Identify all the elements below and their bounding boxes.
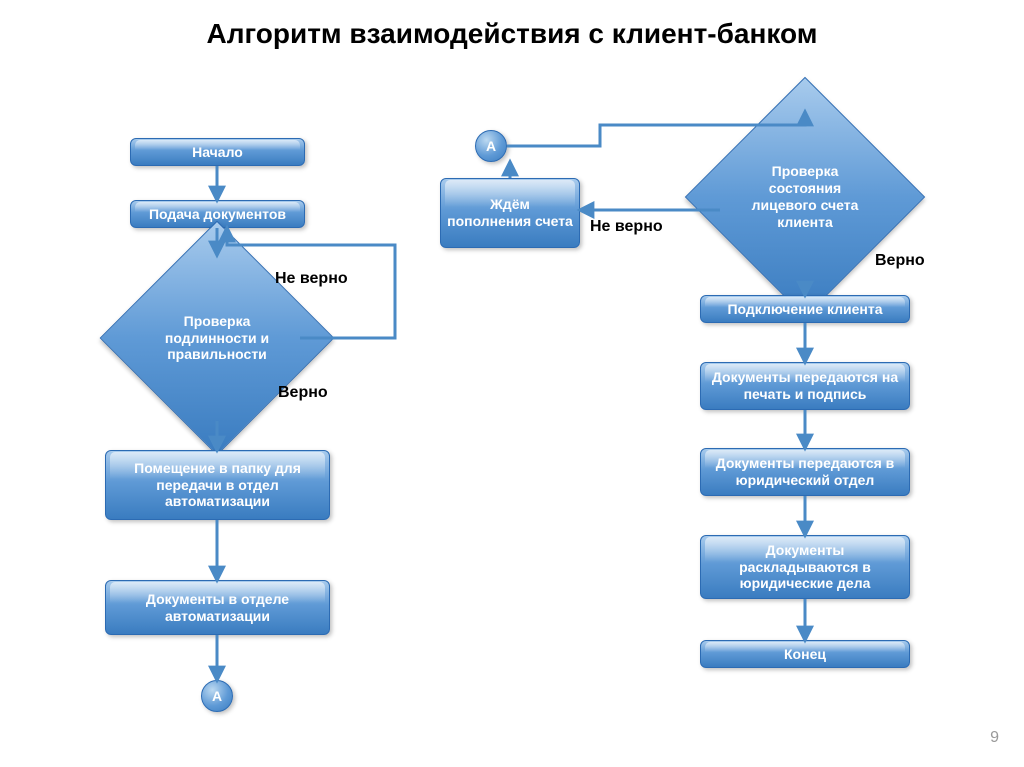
- node-connector-a-out-label: А: [212, 688, 222, 705]
- node-connector-a-in: А: [475, 130, 507, 162]
- node-submit-label: Подача документов: [149, 206, 286, 223]
- node-end-label: Конец: [784, 646, 826, 663]
- node-docs-auto: Документы в отделе автоматизации: [105, 580, 330, 635]
- edge-label-check1-true: Верно: [278, 384, 328, 402]
- node-connect-label: Подключение клиента: [727, 301, 882, 318]
- edge-label-check1-false: Не верно: [275, 270, 348, 288]
- edge-label-check2-true: Верно: [875, 252, 925, 270]
- node-check2-label: Проверка состояния лицевого счета клиент…: [740, 163, 870, 230]
- node-legal-label: Документы передаются в юридический отдел: [705, 455, 905, 489]
- node-check1-label: Проверка подлинности и правильности: [154, 313, 280, 363]
- node-sort: Документы раскладываются в юридические д…: [700, 535, 910, 599]
- edge-label-check2-false: Не верно: [590, 218, 663, 236]
- node-sort-label: Документы раскладываются в юридические д…: [707, 542, 903, 592]
- node-wait: Ждём пополнения счета: [440, 178, 580, 248]
- node-docs-auto-label: Документы в отделе автоматизации: [112, 591, 323, 625]
- node-print-label: Документы передаются на печать и подпись: [705, 369, 905, 403]
- node-start: Начало: [130, 138, 305, 166]
- node-end: Конец: [700, 640, 910, 668]
- node-print: Документы передаются на печать и подпись: [700, 362, 910, 410]
- node-connector-a-out: А: [201, 680, 233, 712]
- page-number: 9: [990, 729, 999, 747]
- node-check2: Проверка состояния лицевого счета клиент…: [720, 112, 890, 282]
- node-folder-label: Помещение в папку для передачи в отдел а…: [112, 460, 323, 510]
- node-start-label: Начало: [192, 144, 243, 161]
- node-connector-a-in-label: А: [486, 138, 496, 155]
- node-wait-label: Ждём пополнения счета: [447, 196, 573, 230]
- node-legal: Документы передаются в юридический отдел: [700, 448, 910, 496]
- page-title: Алгоритм взаимодействия с клиент-банком: [0, 18, 1024, 50]
- node-connect: Подключение клиента: [700, 295, 910, 323]
- node-folder: Помещение в папку для передачи в отдел а…: [105, 450, 330, 520]
